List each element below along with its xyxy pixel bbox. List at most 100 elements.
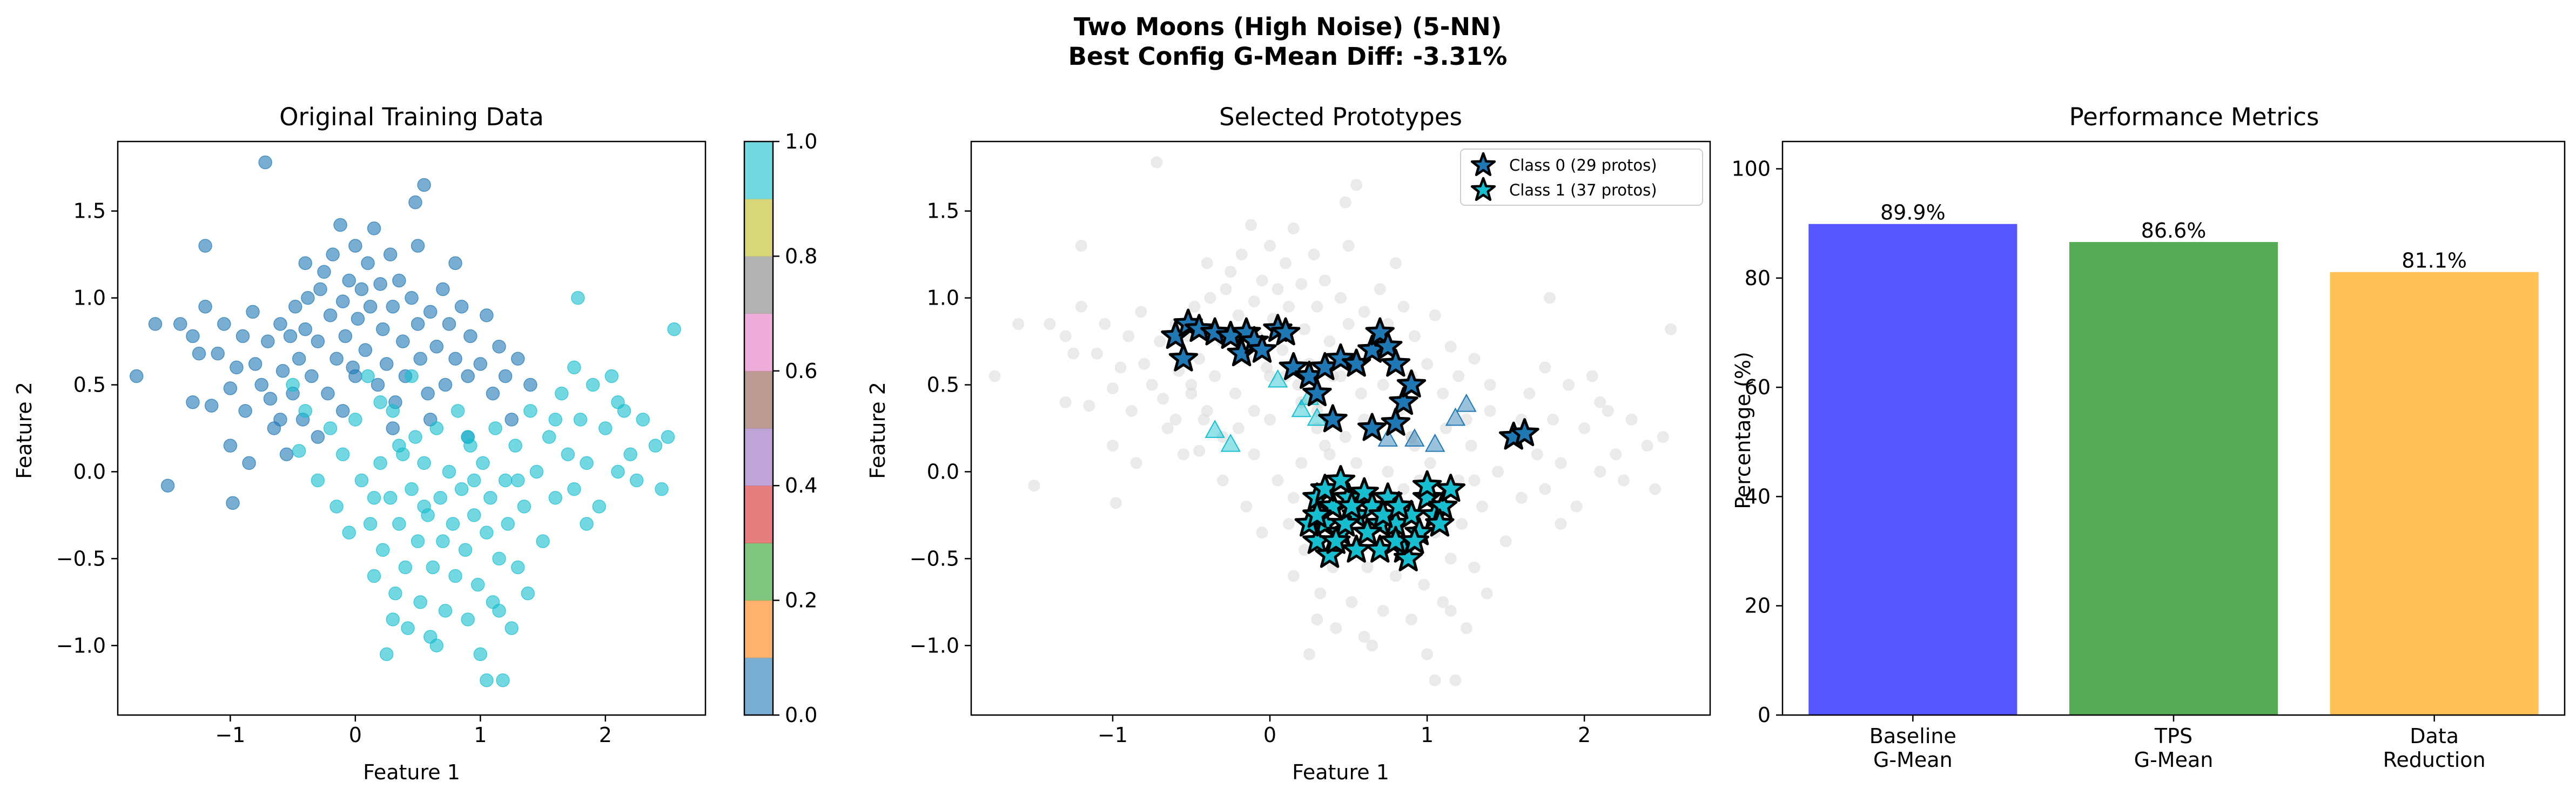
legend-label: Class 0 (29 protos) — [1509, 156, 1657, 174]
class-0-point — [351, 312, 365, 326]
class-0-point — [311, 430, 325, 444]
background-point — [1308, 248, 1320, 261]
background-point — [1539, 483, 1551, 495]
class-1-point — [461, 430, 475, 444]
background-point — [1059, 330, 1072, 342]
class-1-point — [433, 490, 447, 505]
class-0-prototype-star — [1326, 343, 1356, 372]
y-tick-label: 1.0 — [927, 286, 959, 310]
background-point — [1075, 300, 1087, 313]
background-point — [1460, 622, 1472, 635]
background-point — [1374, 283, 1386, 295]
colorbar-tick-label: 0.6 — [785, 359, 817, 383]
class-0-prototype-star — [1373, 331, 1403, 360]
background-point — [1106, 440, 1119, 452]
class-0-point — [283, 329, 298, 343]
background-point — [1424, 457, 1436, 469]
background-point — [1188, 300, 1201, 313]
class-0-point — [238, 404, 252, 418]
background-point — [1216, 474, 1229, 487]
class-0-prototype-star — [1168, 343, 1199, 372]
class-1-point — [446, 517, 460, 531]
class-0-point — [192, 346, 206, 361]
background-point — [1091, 347, 1103, 360]
x-tick-label: 1 — [474, 723, 487, 747]
x-tick-label: 2 — [599, 723, 612, 747]
class-1-point — [454, 482, 469, 496]
background-point — [1130, 457, 1142, 469]
class-1-point — [392, 517, 406, 531]
background-point — [1161, 422, 1174, 434]
class-0-point — [254, 378, 268, 392]
class-1-point — [329, 500, 344, 514]
y-tick-label: 0 — [1758, 703, 1771, 727]
background-point — [1256, 274, 1268, 287]
class-0-point — [461, 369, 475, 383]
background-point — [1185, 387, 1198, 400]
legend: Class 0 (29 protos) Class 1 (37 protos) — [1460, 149, 1703, 206]
class-1-point — [561, 447, 575, 462]
panel2-ylabel: Feature 2 — [866, 382, 890, 479]
class-0-point — [160, 478, 175, 493]
panel3-ylabel: Percentage (%) — [1731, 352, 1755, 509]
x-tick-label: 0 — [349, 723, 362, 747]
class-1-point — [483, 490, 497, 505]
y-tick-label: 40 — [1745, 484, 1771, 508]
class-0-point — [442, 317, 456, 331]
y-tick-label: −0.5 — [56, 547, 106, 570]
class-0-point — [342, 273, 357, 288]
class-0-point — [263, 392, 278, 406]
class-1-point — [611, 464, 625, 479]
class-0-point — [333, 218, 347, 232]
y-tick-label: 0.0 — [927, 460, 959, 483]
colorbar-frame — [743, 140, 774, 716]
y-tick-label: 1.5 — [927, 199, 959, 223]
background-point — [1429, 674, 1441, 686]
legend-marker — [1470, 177, 1496, 201]
background-point — [1287, 222, 1300, 234]
plot-frame — [970, 140, 1711, 716]
background-point — [1594, 396, 1606, 408]
background-point — [1287, 570, 1300, 582]
class-1-point — [467, 473, 481, 488]
class-0-prototype-star — [1270, 317, 1301, 346]
class-1-point — [417, 456, 431, 470]
class-1-point — [517, 500, 532, 514]
colorbar-segment — [744, 428, 773, 486]
background-point — [1256, 527, 1268, 539]
background-point — [1154, 335, 1166, 348]
class-0-point — [301, 291, 315, 305]
class-0-point — [429, 339, 444, 354]
background-point — [1437, 387, 1449, 400]
class-0-point — [423, 305, 438, 319]
background-point — [1355, 387, 1367, 400]
y-tick-label: −1.0 — [56, 633, 106, 657]
class-0-point — [411, 317, 425, 331]
class-1-point — [586, 378, 600, 392]
class-1-point — [373, 456, 387, 470]
background-point — [1114, 361, 1127, 374]
class-0-point — [361, 256, 375, 271]
class-1-point — [286, 378, 300, 392]
background-point — [1657, 431, 1669, 443]
class-0-point — [326, 247, 340, 261]
class-0-point — [363, 299, 378, 314]
panel2-title: Selected Prototypes — [1219, 103, 1462, 131]
class-0-point — [186, 329, 200, 343]
class-0-point — [335, 294, 350, 308]
background-point — [1248, 448, 1260, 461]
class-1-point — [604, 369, 619, 383]
plot-frame — [1781, 140, 2566, 716]
class-1-point — [461, 612, 475, 626]
background-point — [1625, 413, 1638, 426]
class-1-point — [567, 360, 581, 375]
background-point — [1531, 448, 1543, 461]
class-0-point — [173, 317, 187, 331]
class-1-prototype-star — [1412, 470, 1442, 498]
class-0-point — [211, 346, 225, 361]
background-point — [1405, 614, 1417, 625]
class-1-point — [480, 525, 494, 540]
class-1-point — [429, 421, 444, 435]
class-1-point — [405, 369, 419, 383]
background-point — [1484, 379, 1496, 391]
